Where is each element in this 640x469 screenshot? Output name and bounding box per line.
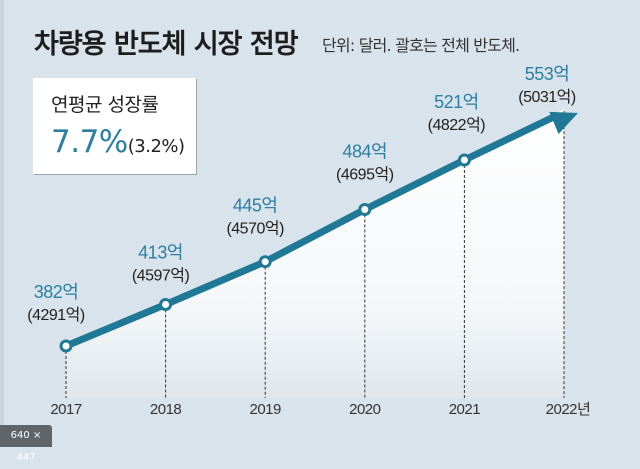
x-tick-label-2020: 2020: [349, 401, 381, 418]
x-tick-label-2017: 2017: [50, 401, 82, 418]
value-label-2019: 445억: [233, 196, 278, 216]
cagr-annotation-box: 연평균 성장률 7.7%(3.2%): [33, 78, 196, 174]
x-tick-label-2021: 2021: [449, 401, 481, 418]
cagr-value: 7.7%: [51, 124, 128, 160]
total-label-2018: (4597억): [132, 267, 190, 285]
x-tick-label-2019: 2019: [250, 401, 282, 418]
value-label-2017: 382억: [34, 282, 79, 302]
cagr-label: 연평균 성장률: [51, 94, 159, 116]
arrow-head: [549, 111, 578, 135]
image-dimensions-badge: 640 × 447: [0, 425, 52, 463]
cagr-sub-value: (3.2%): [127, 136, 185, 157]
total-label-2022년: (5031억): [518, 88, 576, 106]
value-label-2022년: 553억: [525, 64, 570, 84]
total-label-2021: (4822억): [428, 116, 486, 134]
cagr-value-wrap: 7.7%(3.2%): [51, 124, 185, 160]
total-label-2017: (4291억): [27, 306, 85, 324]
x-tick-label-2022년: 2022년: [546, 401, 591, 418]
area-fill: [66, 109, 564, 398]
chart-canvas: 382억 (4291억) 413억 (4597억) 445억 (4570억) 484억 (46…: [27, 64, 591, 418]
data-point-2019: [258, 255, 272, 269]
total-label-2019: (4570억): [226, 220, 284, 238]
value-label-2018: 413억: [138, 243, 183, 263]
chart-title: 차량용 반도체 시장 전망: [34, 29, 299, 60]
series-line: [62, 112, 560, 350]
data-point-2021: [457, 153, 471, 167]
value-label-2020: 484억: [343, 142, 388, 162]
x-tick-label-2018: 2018: [150, 401, 182, 418]
left-edge-bar: [0, 0, 4, 447]
data-point-2020: [358, 203, 372, 217]
value-label-2021: 521억: [434, 92, 479, 112]
data-point-2017: [59, 339, 73, 353]
chart-subtitle: 단위: 달러. 괄호는 전체 반도체.: [322, 36, 520, 55]
total-label-2020: (4695억): [336, 166, 394, 184]
data-point-2018: [159, 298, 173, 312]
